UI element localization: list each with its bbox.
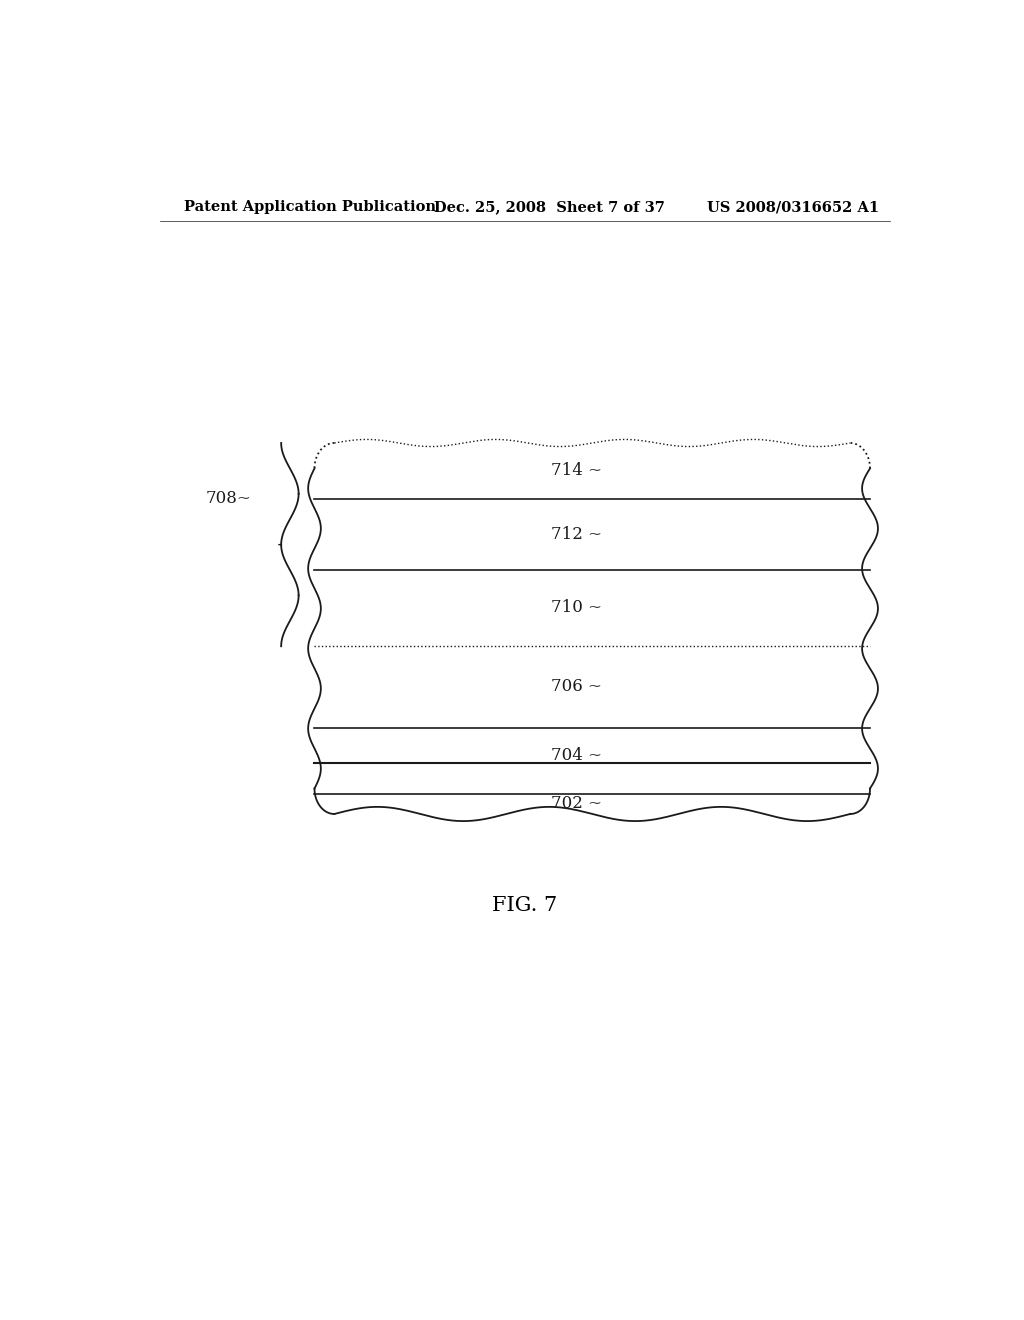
Text: US 2008/0316652 A1: US 2008/0316652 A1 <box>708 201 880 214</box>
Text: Patent Application Publication: Patent Application Publication <box>183 201 435 214</box>
Text: 710 ~: 710 ~ <box>551 599 602 616</box>
Text: 712 ~: 712 ~ <box>551 525 602 543</box>
Text: 706 ~: 706 ~ <box>551 678 602 696</box>
Text: 714 ~: 714 ~ <box>551 462 602 479</box>
Text: 704 ~: 704 ~ <box>551 747 602 763</box>
Text: 702 ~: 702 ~ <box>551 796 602 812</box>
Text: 708~: 708~ <box>205 491 251 507</box>
Text: Dec. 25, 2008  Sheet 7 of 37: Dec. 25, 2008 Sheet 7 of 37 <box>433 201 665 214</box>
Text: FIG. 7: FIG. 7 <box>493 896 557 915</box>
